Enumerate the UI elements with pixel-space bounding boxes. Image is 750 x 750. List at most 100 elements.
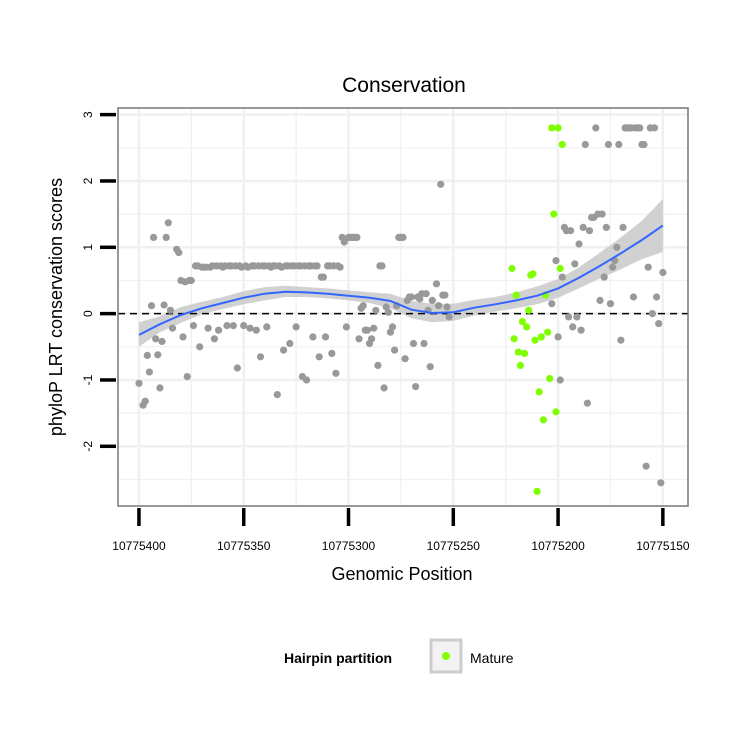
- other-point: [145, 368, 153, 376]
- mature-point: [539, 416, 548, 424]
- mature-point: [544, 328, 552, 336]
- chart-title: Conservation: [342, 74, 466, 97]
- other-point: [585, 227, 594, 235]
- other-point: [657, 479, 665, 487]
- mature-point: [554, 124, 562, 132]
- other-point: [147, 302, 156, 310]
- other-point: [175, 249, 183, 257]
- x-tick-label: 10775250: [427, 539, 481, 553]
- other-point: [263, 323, 271, 331]
- other-point: [598, 210, 606, 218]
- other-point: [378, 262, 386, 270]
- other-point: [313, 262, 321, 270]
- other-point: [567, 227, 575, 235]
- other-point: [210, 335, 218, 343]
- x-tick-label: 10775300: [322, 539, 376, 553]
- mature-point: [531, 336, 539, 344]
- other-point: [374, 361, 382, 369]
- other-point: [370, 324, 378, 332]
- other-point: [650, 124, 659, 132]
- other-point: [583, 399, 592, 407]
- other-point: [565, 313, 573, 321]
- other-point: [617, 336, 625, 344]
- other-point: [606, 300, 615, 308]
- legend: Hairpin partition Mature: [284, 638, 514, 674]
- legend-title: Hairpin partition: [284, 650, 392, 666]
- other-point: [399, 233, 407, 241]
- other-point: [156, 384, 164, 392]
- other-point: [577, 326, 585, 334]
- other-point: [252, 326, 260, 334]
- panel-border: [117, 107, 689, 507]
- other-point: [659, 268, 667, 277]
- other-point: [152, 335, 160, 343]
- other-point: [420, 339, 428, 348]
- other-point: [189, 322, 197, 330]
- other-point: [422, 290, 430, 298]
- x-tick-label: 10775150: [636, 539, 690, 553]
- other-point: [183, 373, 191, 381]
- other-point: [636, 124, 644, 132]
- other-point: [629, 293, 638, 301]
- x-tick-label: 10775400: [112, 539, 166, 553]
- mature-point: [533, 487, 541, 495]
- other-point: [648, 310, 657, 318]
- other-point: [600, 273, 608, 281]
- other-point: [321, 333, 330, 341]
- other-point: [363, 326, 371, 334]
- other-point: [162, 233, 170, 241]
- other-point: [229, 322, 237, 330]
- x-tick-label: 10775350: [217, 539, 271, 553]
- other-point: [380, 384, 388, 392]
- other-point: [592, 124, 600, 132]
- other-point: [166, 306, 174, 314]
- mature-point: [550, 210, 558, 218]
- other-point: [604, 140, 613, 149]
- other-point: [642, 462, 650, 470]
- other-point: [445, 313, 453, 321]
- other-point: [435, 302, 443, 310]
- other-point: [332, 369, 340, 377]
- other-point: [596, 296, 604, 304]
- mature-point: [514, 348, 522, 356]
- other-point: [340, 238, 348, 246]
- other-point: [240, 322, 248, 330]
- y-axis-title: phyloP LRT conservation scores: [46, 178, 66, 436]
- other-point: [141, 397, 149, 405]
- legend-mature-swatch: [442, 652, 450, 660]
- other-point: [384, 308, 392, 316]
- other-point: [372, 306, 380, 314]
- other-point: [412, 383, 420, 391]
- other-point: [437, 180, 445, 188]
- mature-point: [546, 375, 554, 383]
- other-point: [223, 322, 231, 330]
- other-point: [401, 355, 409, 363]
- mature-point: [508, 264, 516, 273]
- other-point: [187, 276, 195, 285]
- other-point: [571, 260, 579, 268]
- other-point: [388, 323, 397, 331]
- other-point: [315, 353, 323, 361]
- other-point: [168, 324, 177, 332]
- other-point: [179, 333, 187, 341]
- other-point: [233, 364, 241, 372]
- other-point: [619, 223, 627, 231]
- y-tick-label: 2: [81, 177, 95, 184]
- other-point: [135, 379, 143, 387]
- y-tick-label: 0: [81, 310, 95, 317]
- other-point: [328, 349, 336, 357]
- other-point: [353, 233, 361, 241]
- other-point: [368, 335, 376, 343]
- other-point: [309, 333, 317, 341]
- mature-point: [552, 408, 560, 416]
- other-point: [158, 337, 166, 346]
- other-point: [286, 339, 294, 348]
- smooth-line-group: [138, 224, 664, 336]
- other-point: [204, 324, 212, 332]
- mature-point: [558, 140, 566, 149]
- other-point: [569, 323, 577, 331]
- other-point: [552, 257, 560, 265]
- other-point: [280, 346, 288, 354]
- other-point: [443, 303, 451, 311]
